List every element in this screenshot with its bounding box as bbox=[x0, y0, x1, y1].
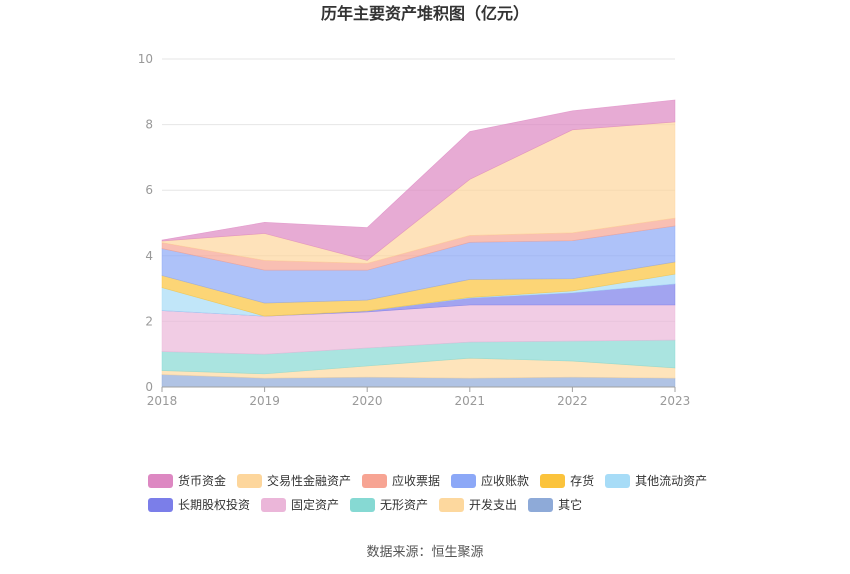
data-source-note: 数据来源：恒生聚源 bbox=[366, 545, 484, 560]
legend-swatch bbox=[451, 474, 477, 488]
x-axis: 2018 2019 2020 2021 2022 2023 bbox=[147, 386, 691, 408]
legend-label: 其他流动资产 bbox=[635, 474, 708, 488]
legend-item-inventory[interactable]: 存货 bbox=[540, 474, 594, 488]
legend-swatch bbox=[261, 498, 287, 512]
legend-swatch bbox=[439, 498, 465, 512]
legend-swatch bbox=[362, 474, 388, 488]
y-tick-label: 4 bbox=[145, 249, 153, 263]
y-tick-label: 6 bbox=[145, 183, 153, 197]
legend-swatch bbox=[605, 474, 631, 488]
legend-label: 固定资产 bbox=[291, 498, 340, 512]
legend-label: 长期股权投资 bbox=[178, 498, 251, 512]
chart-title: 历年主要资产堆积图（亿元） bbox=[320, 4, 529, 23]
legend-swatch bbox=[237, 474, 263, 488]
legend-item-other[interactable]: 其它 bbox=[528, 498, 582, 512]
x-tick-label: 2018 bbox=[147, 394, 178, 408]
legend-item-notes-receivable[interactable]: 应收票据 bbox=[362, 474, 440, 488]
x-tick-label: 2020 bbox=[352, 394, 383, 408]
legend-label: 存货 bbox=[570, 474, 595, 488]
legend-item-intangible-assets[interactable]: 无形资产 bbox=[350, 498, 428, 512]
legend-label: 其它 bbox=[558, 498, 583, 512]
x-tick-label: 2019 bbox=[249, 394, 280, 408]
legend-item-fixed-assets[interactable]: 固定资产 bbox=[261, 498, 339, 512]
y-tick-label: 10 bbox=[138, 52, 153, 66]
legend-row-2: 长期股权投资 固定资产 无形资产 开发支出 其它 bbox=[148, 498, 593, 512]
y-tick-label: 8 bbox=[145, 118, 153, 132]
stacked-areas bbox=[161, 99, 676, 388]
legend-label: 无形资产 bbox=[380, 498, 429, 512]
legend-label: 应收票据 bbox=[392, 474, 441, 488]
legend-item-long-term-equity-investment[interactable]: 长期股权投资 bbox=[148, 498, 250, 512]
x-tick-label: 2022 bbox=[557, 394, 588, 408]
legend-item-trading-financial-assets[interactable]: 交易性金融资产 bbox=[237, 474, 351, 488]
legend-label: 应收账款 bbox=[481, 474, 530, 488]
x-tick-label: 2023 bbox=[660, 394, 691, 408]
legend-label: 开发支出 bbox=[469, 498, 518, 512]
legend-swatch bbox=[148, 474, 173, 488]
legend-swatch bbox=[528, 498, 554, 512]
legend-label: 货币资金 bbox=[178, 474, 227, 488]
y-tick-label: 2 bbox=[145, 314, 153, 328]
legend-item-accounts-receivable[interactable]: 应收账款 bbox=[451, 474, 529, 488]
legend-swatch bbox=[350, 498, 376, 512]
legend-swatch bbox=[148, 498, 173, 512]
legend-item-development-expenditure[interactable]: 开发支出 bbox=[439, 498, 517, 512]
legend-row-1: 货币资金 交易性金融资产 应收票据 应收账款 存货 其他流动资产 bbox=[148, 474, 718, 488]
legend-swatch bbox=[540, 474, 566, 488]
x-tick-label: 2021 bbox=[455, 394, 486, 408]
legend-label: 交易性金融资产 bbox=[267, 474, 352, 488]
area-cash[interactable] bbox=[161, 99, 676, 261]
legend-item-cash[interactable]: 货币资金 bbox=[148, 474, 226, 488]
legend-item-other-current-assets[interactable]: 其他流动资产 bbox=[605, 474, 707, 488]
y-tick-label: 0 bbox=[145, 380, 153, 394]
